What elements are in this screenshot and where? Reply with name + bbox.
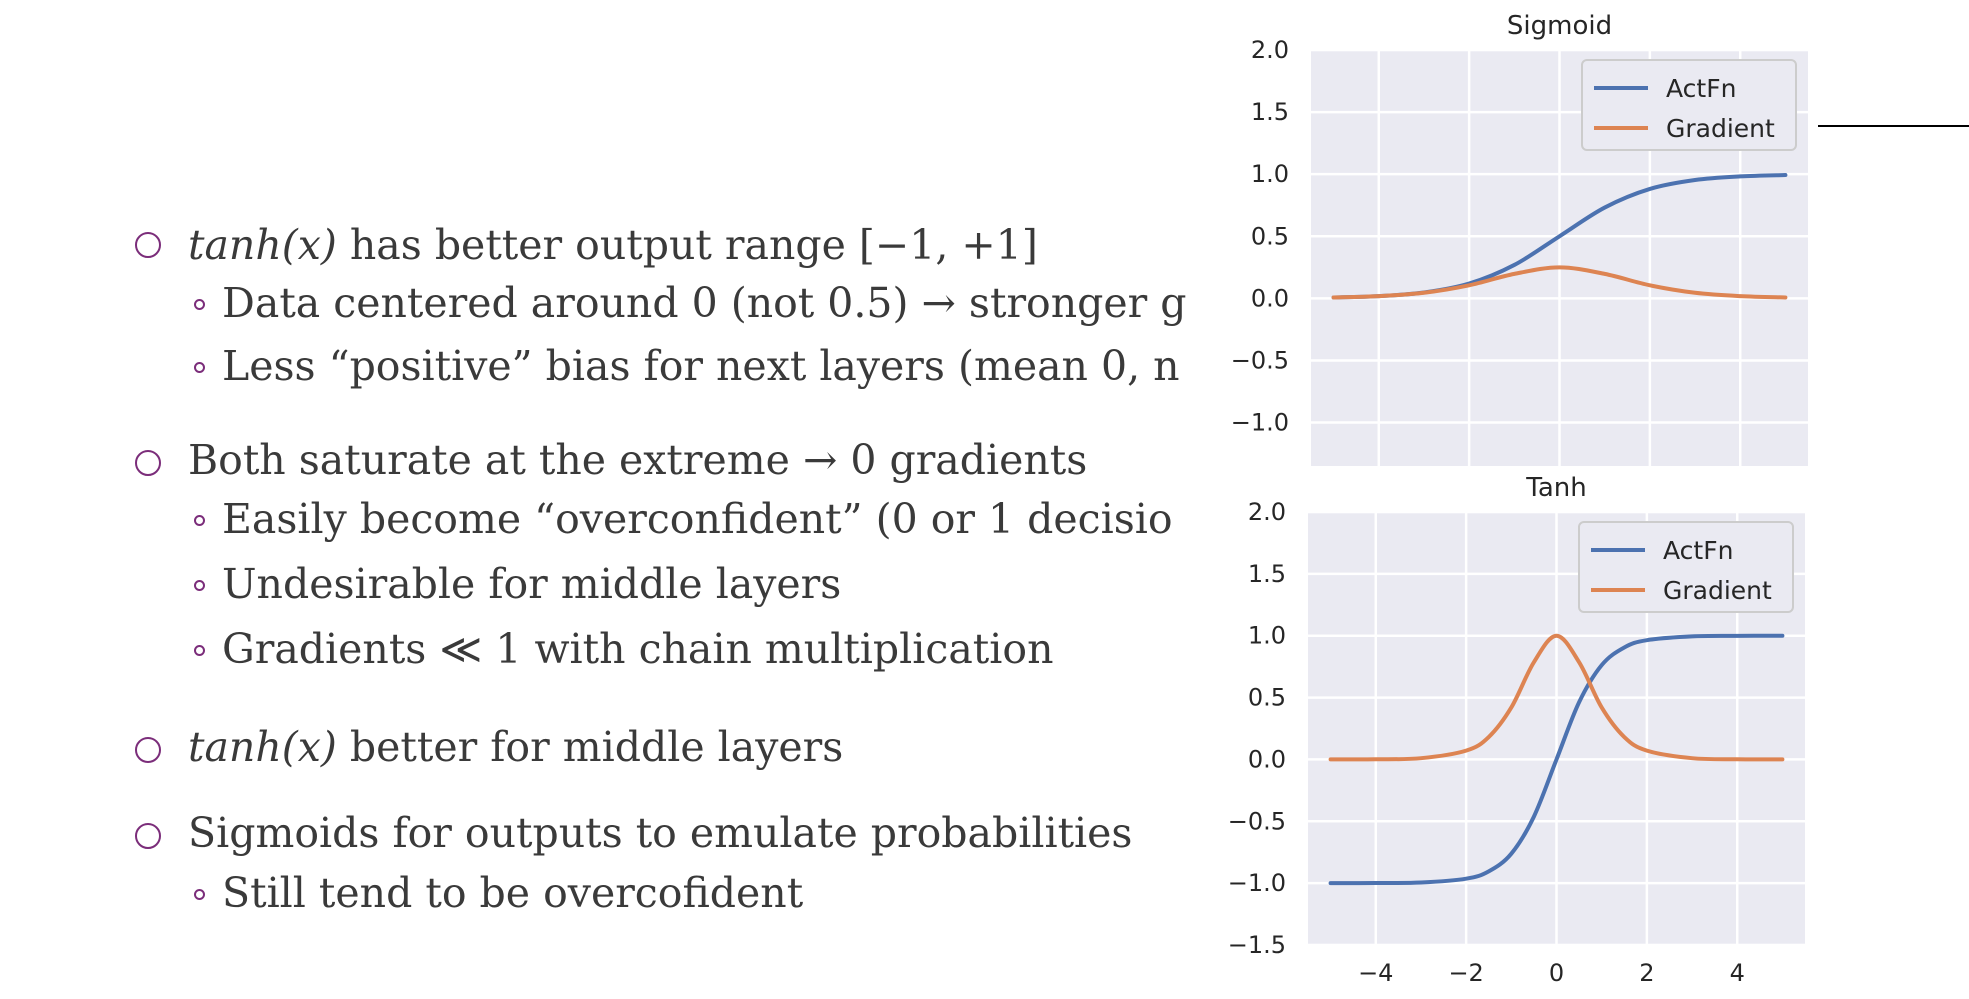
sigmoid-chart-title: Sigmoid <box>1507 11 1612 41</box>
sigmoid-ytick-label: 0.0 <box>1251 284 1289 312</box>
sub-bullet-marker <box>194 580 205 591</box>
bullet-1-sub-2: Less “positive” bias for next layers (me… <box>222 342 1180 390</box>
sigmoid-chart: 2.0 1.5 1.0 0.5 0.0 −0.5 −1.0 Sigmoid ActFn Gradi… <box>1231 11 1808 466</box>
sigmoid-ytick-label: 2.0 <box>1251 36 1289 64</box>
bullet-marker <box>135 737 161 763</box>
bullet-3: tanh(x) better for middle layers <box>188 722 843 772</box>
tanh-ytick-label: 1.5 <box>1248 560 1286 588</box>
bullet-marker <box>135 450 161 476</box>
sigmoid-legend-label: ActFn <box>1666 74 1736 103</box>
bullet-list: tanh(x) has better output range [−1, +1]… <box>135 220 1187 917</box>
bullet-4: Sigmoids for outputs to emulate probabil… <box>188 809 1133 857</box>
bullet-2-sub-1: Easily become “overconfident” (0 or 1 de… <box>222 495 1173 543</box>
sigmoid-ytick-label: 1.0 <box>1251 160 1289 188</box>
bullet-4-sub-1: Still tend to be overcofident <box>222 869 804 917</box>
tanh-xtick-label: −4 <box>1358 959 1393 987</box>
sigmoid-ytick-label: 1.5 <box>1251 98 1289 126</box>
sub-bullet-marker <box>194 362 205 373</box>
sub-bullet-marker <box>194 515 205 526</box>
bullet-1: tanh(x) has better output range [−1, +1] <box>188 220 1038 270</box>
tanh-xtick-label: 4 <box>1730 959 1745 987</box>
tanh-ytick-label: 2.0 <box>1248 498 1286 526</box>
bullet-3-math: tanh(x) <box>188 723 337 771</box>
sigmoid-series-gradient <box>1331 265 1788 300</box>
bullet-2-sub-2: Undesirable for middle layers <box>222 560 842 608</box>
tanh-xtick-label: 2 <box>1639 959 1654 987</box>
sub-bullet-marker <box>194 299 205 310</box>
tanh-xtick-label: −2 <box>1448 959 1483 987</box>
sigmoid-legend-label: Gradient <box>1666 114 1775 143</box>
bullet-2-sub-3: Gradients ≪ 1 with chain multiplication <box>222 625 1054 673</box>
tanh-chart-title: Tanh <box>1525 473 1586 503</box>
tanh-legend-label: ActFn <box>1663 536 1733 565</box>
sigmoid-ytick-label: 0.5 <box>1251 222 1289 250</box>
tanh-ytick-label: −1.0 <box>1228 869 1286 897</box>
tanh-ytick-label: 0.5 <box>1248 684 1286 712</box>
sigmoid-ytick-label: −0.5 <box>1231 346 1289 374</box>
bullet-1-text: has better output range [−1, +1] <box>336 221 1038 269</box>
tanh-chart: 2.0 1.5 1.0 0.5 0.0 −0.5 −1.0 −1.5 −4 −2 0 2 4 Tanh Ac… <box>1228 473 1805 987</box>
bullet-1-sub-1: Data centered around 0 (not 0.5) → stron… <box>222 279 1187 327</box>
tanh-ytick-label: −0.5 <box>1228 807 1286 835</box>
sigmoid-ytick-label: −1.0 <box>1231 409 1289 437</box>
sub-bullet-marker <box>194 645 205 656</box>
bullet-marker <box>135 232 161 258</box>
tanh-ytick-label: 1.0 <box>1248 622 1286 650</box>
bullet-2: Both saturate at the extreme → 0 gradien… <box>188 436 1088 484</box>
tanh-series-gradient <box>1328 633 1785 762</box>
tanh-ytick-label: 0.0 <box>1248 745 1286 773</box>
tanh-series-actfn <box>1328 633 1785 886</box>
sub-bullet-marker <box>194 889 205 900</box>
bullet-3-text: better for middle layers <box>336 723 844 771</box>
tanh-xtick-label: 0 <box>1549 959 1564 987</box>
tanh-legend-label: Gradient <box>1663 576 1772 605</box>
bullet-1-math: tanh(x) <box>188 221 337 269</box>
bullet-marker <box>135 823 161 849</box>
tanh-ytick-label: −1.5 <box>1228 931 1286 959</box>
